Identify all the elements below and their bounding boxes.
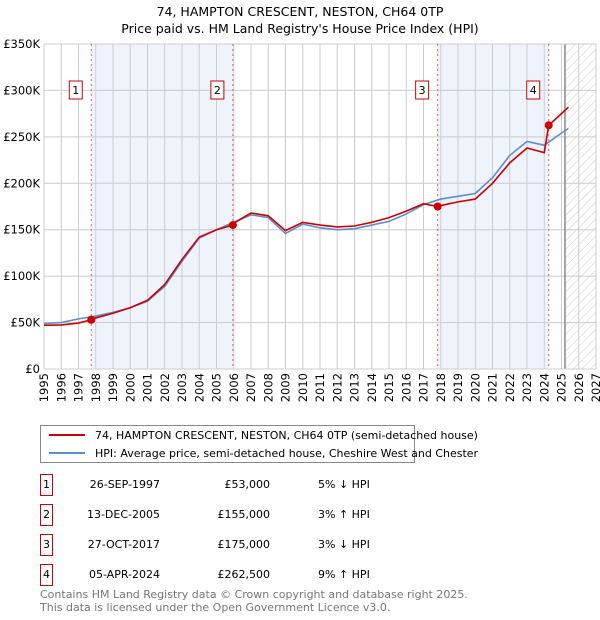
x-tick-label: 2025 <box>555 373 569 402</box>
x-tick-label: 2020 <box>468 373 482 402</box>
legend-label-hpi: HPI: Average price, semi-detached house,… <box>95 446 479 460</box>
x-tick-label: 2003 <box>175 373 189 402</box>
x-tick-label: 2012 <box>330 373 344 402</box>
x-tick-label: 2017 <box>417 373 431 402</box>
sale-point <box>228 221 237 230</box>
x-tick-label: 1996 <box>54 373 68 402</box>
sale-date: 26-SEP-1997 <box>89 478 160 491</box>
sale-hpi-diff: 5% ↓ HPI <box>318 478 370 491</box>
y-tick-label: £300K <box>3 83 40 97</box>
x-tick-label: 2024 <box>537 373 551 402</box>
legend: 74, HAMPTON CRESCENT, NESTON, CH64 0TP (… <box>40 425 478 463</box>
x-tick-label: 2011 <box>313 373 327 402</box>
y-tick-label: £250K <box>3 130 40 144</box>
x-tick-label: 2006 <box>227 373 241 402</box>
x-tick-label: 2018 <box>434 373 448 402</box>
sale-date: 13-DEC-2005 <box>86 508 160 521</box>
legend-blue-line <box>49 452 85 454</box>
sale-price: £175,000 <box>217 538 271 551</box>
x-tick-label: 2016 <box>399 373 413 402</box>
x-tick-label: 1999 <box>106 373 120 402</box>
y-tick-label: £350K <box>3 37 40 51</box>
x-tick-label: 2022 <box>503 373 517 402</box>
sale-price: £155,000 <box>217 508 271 521</box>
sale-marker-label: 3 <box>40 534 53 556</box>
x-tick-label: 1997 <box>72 373 86 402</box>
sale-hpi-diff: 3% ↓ HPI <box>318 538 370 551</box>
x-tick-label: 2001 <box>141 373 155 402</box>
price-chart: 1995 1996 1997 1998 1999 2000 2001 2002 2003 2004… <box>3 37 600 402</box>
x-tick-label: 2005 <box>210 373 224 402</box>
x-tick-label: 2007 <box>244 373 258 402</box>
x-tick-label: 2008 <box>261 373 275 402</box>
x-tick-label: 2014 <box>365 373 379 402</box>
sale-hpi-diff: 9% ↑ HPI <box>318 568 370 581</box>
sale-marker-label: 1 <box>40 474 53 496</box>
x-tick-label: 2027 <box>589 373 600 402</box>
x-tick-label: 1995 <box>37 373 51 402</box>
footer-copyright: Contains HM Land Registry data © Crown c… <box>40 588 468 601</box>
x-tick-label: 2015 <box>382 373 396 402</box>
x-tick-label: 2004 <box>192 373 206 402</box>
sale-marker-box <box>68 80 83 100</box>
footer: Contains HM Land Registry data © Crown c… <box>40 588 468 614</box>
sale-marker-box <box>415 80 430 100</box>
sale-row: 4 05-APR-2024 £262,500 9% ↑ HPI <box>40 564 400 586</box>
legend-label-property: 74, HAMPTON CRESCENT, NESTON, CH64 0TP (… <box>95 428 478 442</box>
x-tick-label: 2023 <box>520 373 534 402</box>
x-tick-label: 2000 <box>123 373 137 402</box>
sale-row: 1 26-SEP-1997 £53,000 5% ↓ HPI <box>40 474 400 496</box>
forecast-hatch <box>564 44 596 369</box>
chart-subtitle: Price paid vs. HM Land Registry's House … <box>121 21 479 36</box>
sale-marker-label: 2 <box>214 84 221 97</box>
x-tick-label: 2013 <box>348 373 362 402</box>
y-tick-label: £50K <box>11 316 41 330</box>
sale-date: 05-APR-2024 <box>88 568 160 581</box>
sale-date: 27-OCT-2017 <box>87 538 160 551</box>
legend-red-line <box>49 434 85 436</box>
sale-marker-box <box>526 80 541 100</box>
sale-hpi-diff: 3% ↑ HPI <box>318 508 370 521</box>
x-tick-label: 2019 <box>451 373 465 402</box>
sale-marker-label: 4 <box>40 564 53 586</box>
y-tick-label: £100K <box>3 269 40 283</box>
x-tick-label: 2009 <box>279 373 293 402</box>
sale-marker-label: 1 <box>72 84 79 97</box>
sale-point <box>87 315 96 324</box>
y-tick-label: £200K <box>3 176 40 190</box>
sale-marker-box <box>210 80 225 100</box>
property-price-line <box>43 106 569 327</box>
sale-row: 2 13-DEC-2005 £155,000 3% ↑ HPI <box>40 504 400 526</box>
x-tick-label: 2010 <box>296 373 310 402</box>
x-tick-label: 2021 <box>486 373 500 402</box>
sale-marker-label: 3 <box>419 84 426 97</box>
sale-point <box>433 202 442 211</box>
sale-price: £262,500 <box>217 568 271 581</box>
x-tick-label: 2026 <box>572 373 586 402</box>
y-tick-label: £0 <box>25 362 40 376</box>
sale-price: £53,000 <box>224 478 271 491</box>
chart-title: 74, HAMPTON CRESCENT, NESTON, CH64 0TP <box>156 4 444 19</box>
y-tick-label: £150K <box>3 223 40 237</box>
sale-marker-label: 4 <box>530 84 537 97</box>
shaded-period-1-2 <box>91 44 233 369</box>
plot-frame <box>43 43 597 370</box>
sale-row: 3 27-OCT-2017 £175,000 3% ↓ HPI <box>40 534 400 556</box>
x-tick-label: 2002 <box>158 373 172 402</box>
footer-licence: This data is licensed under the Open Gov… <box>40 601 391 614</box>
sale-marker-label: 2 <box>40 504 53 526</box>
sale-point <box>544 121 553 130</box>
x-tick-label: 1998 <box>89 373 103 402</box>
